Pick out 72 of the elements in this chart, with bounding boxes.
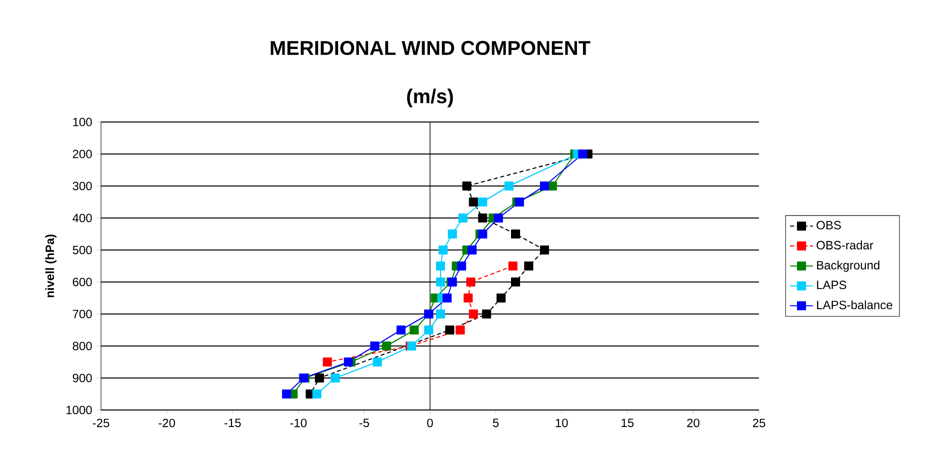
point — [396, 325, 406, 335]
point — [448, 229, 457, 239]
point — [514, 197, 524, 207]
point — [314, 373, 324, 383]
point — [282, 389, 292, 399]
point — [462, 181, 472, 191]
point — [464, 293, 473, 303]
legend-label: LAPS-balance — [817, 300, 892, 310]
y-axis-title: nivell (hPa) — [45, 234, 56, 298]
point — [312, 389, 322, 399]
x-tick-label: -15 — [224, 418, 241, 428]
chart-title: MERIDIONAL WIND COMPONENT — [270, 40, 590, 56]
point — [478, 197, 488, 207]
x-tick-label: -25 — [92, 418, 110, 428]
point — [456, 325, 465, 335]
point — [468, 197, 478, 207]
legend-label: Background — [817, 260, 880, 272]
point — [438, 245, 448, 255]
point — [457, 261, 466, 271]
chart-subtitle: (m/s) — [407, 88, 453, 108]
point — [478, 229, 488, 239]
legend-label: OBS-radar — [816, 240, 874, 250]
legend-label: OBS — [816, 220, 841, 230]
y-tick-label: 600 — [72, 278, 92, 286]
y-tick-label: 400 — [72, 214, 92, 222]
point — [511, 277, 520, 287]
point — [524, 261, 534, 271]
point — [466, 277, 476, 287]
legend-label: LAPS — [817, 280, 846, 290]
point — [436, 277, 446, 287]
point — [482, 309, 492, 319]
point — [372, 357, 382, 367]
point — [382, 341, 392, 351]
x-tick-label: 25 — [752, 418, 766, 428]
point — [436, 261, 446, 271]
x-tick-label: -20 — [158, 418, 176, 428]
x-tick-label: 15 — [622, 418, 634, 428]
point — [370, 341, 380, 351]
point — [508, 261, 518, 271]
point — [468, 309, 478, 319]
point — [410, 325, 419, 335]
y-tick-label: 800 — [72, 342, 92, 350]
point — [504, 181, 514, 191]
point — [442, 293, 452, 303]
x-tick-label: 5 — [492, 418, 499, 428]
point — [578, 149, 588, 159]
point — [511, 229, 520, 239]
point — [540, 245, 550, 255]
y-tick-label: 1000 — [66, 406, 92, 414]
x-tick-label: -10 — [290, 418, 307, 428]
point — [436, 309, 446, 319]
x-tick-label: 20 — [687, 418, 700, 428]
point — [344, 357, 353, 367]
x-tick-label: 0 — [427, 418, 433, 428]
point — [458, 213, 468, 223]
point — [478, 213, 488, 223]
y-tick-label: 100 — [73, 118, 92, 126]
point — [330, 373, 340, 383]
x-tick-label: 10 — [556, 418, 568, 428]
y-tick-label: 500 — [72, 246, 92, 254]
point — [468, 245, 477, 255]
point — [494, 213, 503, 223]
y-tick-label: 300 — [72, 182, 92, 190]
point — [496, 293, 506, 303]
point — [322, 357, 332, 367]
y-tick-label: 900 — [72, 374, 92, 382]
x-tick-label: -5 — [359, 418, 370, 428]
point — [424, 325, 434, 335]
point — [445, 325, 454, 335]
y-tick-label: 200 — [72, 150, 92, 158]
point — [540, 181, 550, 191]
y-tick-label: 700 — [72, 310, 92, 318]
